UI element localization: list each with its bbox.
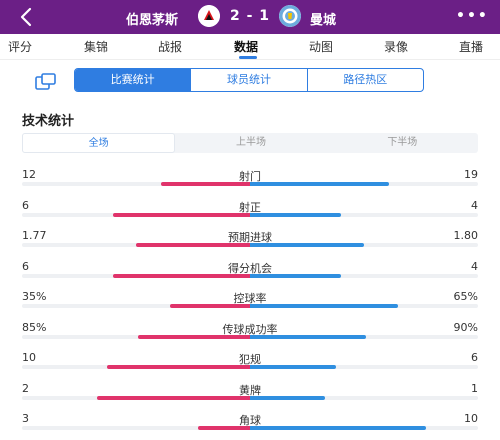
- stat-away-track: [250, 243, 478, 247]
- stat-label: 黄牌: [239, 383, 261, 397]
- subtab-match-stats[interactable]: 比赛统计: [75, 69, 192, 91]
- tab-data[interactable]: 数据: [234, 40, 259, 54]
- stat-home-value: 10: [22, 351, 36, 364]
- stat-away-bar: [250, 395, 325, 400]
- tab-live[interactable]: 直播: [459, 40, 484, 54]
- stat-away-value: 1: [471, 381, 478, 395]
- stat-away-value: 4: [471, 259, 478, 273]
- stat-home-track: [22, 212, 250, 217]
- section-title: 技术统计: [22, 114, 75, 129]
- period-selector: 全场 上半场 下半场: [22, 133, 478, 153]
- subtab-player-stats[interactable]: 球员统计: [191, 69, 308, 91]
- stat-away-track: [250, 304, 478, 308]
- stat-away-value: 4: [471, 198, 478, 212]
- period-full[interactable]: 全场: [22, 133, 176, 153]
- tab-report[interactable]: 战报: [158, 40, 183, 54]
- tab-highlights[interactable]: 集锦: [84, 40, 109, 54]
- active-tab-indicator: [239, 56, 257, 59]
- stat-away-value: 19: [464, 168, 478, 181]
- stat-row: 6 射正 4: [22, 199, 478, 229]
- stat-home-track: [22, 273, 250, 278]
- stat-row: 10 犯规 6: [22, 351, 478, 381]
- stat-row: 3 角球 10: [22, 412, 478, 440]
- stat-home-bar: [107, 365, 250, 369]
- stat-home-value: 6: [22, 259, 29, 273]
- stat-away-bar: [250, 273, 341, 278]
- match-header: 伯恩茅斯 2 - 1 曼城 •••: [0, 0, 500, 34]
- stat-home-bar: [170, 304, 250, 308]
- stat-away-value: 90%: [453, 320, 478, 334]
- home-team-name[interactable]: 伯恩茅斯: [126, 13, 179, 28]
- stat-home-track: [22, 182, 250, 186]
- stat-home-track: [22, 334, 250, 339]
- stat-away-value: 1.80: [453, 229, 479, 242]
- stat-away-track: [250, 273, 478, 278]
- stat-home-track: [22, 243, 250, 247]
- stat-home-bar: [113, 212, 250, 217]
- match-tabs: 评分 集锦 战报 数据 动图 录像 直播: [0, 34, 500, 60]
- stat-label: 预期进球: [228, 231, 272, 244]
- stat-home-bar: [138, 334, 250, 339]
- stat-away-value: 10: [464, 412, 478, 425]
- stat-home-track: [22, 365, 250, 369]
- man-city-badge-icon[interactable]: [279, 5, 301, 27]
- stat-away-track: [250, 365, 478, 369]
- stat-label: 传球成功率: [222, 322, 278, 336]
- stat-label: 犯规: [239, 353, 261, 366]
- stat-label: 射正: [239, 200, 261, 214]
- stat-home-bar: [136, 243, 250, 247]
- stat-away-bar: [250, 426, 426, 430]
- stat-away-track: [250, 395, 478, 400]
- stat-label: 角球: [239, 414, 261, 427]
- stat-label: 得分机会: [228, 261, 272, 275]
- stat-away-track: [250, 334, 478, 339]
- stat-home-bar: [198, 426, 250, 430]
- stat-home-value: 2: [22, 381, 29, 395]
- stat-home-value: 6: [22, 198, 29, 212]
- tab-gifs[interactable]: 动图: [309, 40, 334, 54]
- stat-away-track: [250, 212, 478, 217]
- stat-away-bar: [250, 365, 336, 369]
- stat-home-value: 1.77: [22, 229, 47, 242]
- more-menu-icon[interactable]: •••: [456, 8, 489, 24]
- stat-away-value: 6: [471, 351, 478, 364]
- subtab-heatmap[interactable]: 路径热区: [343, 73, 388, 86]
- back-arrow-icon[interactable]: [16, 6, 38, 28]
- stats-type-segment: 比赛统计 球员统计 路径热区: [74, 68, 424, 92]
- stat-away-bar: [250, 334, 366, 339]
- stat-home-bar: [97, 395, 250, 400]
- tab-rating[interactable]: 评分: [8, 40, 33, 54]
- period-first-half[interactable]: 上半场: [235, 137, 266, 148]
- stat-away-track: [250, 182, 478, 186]
- stat-label: 射门: [239, 170, 261, 183]
- stat-row: 12 射门 19: [22, 168, 478, 198]
- stat-home-value: 3: [22, 412, 29, 425]
- stat-away-value: 65%: [453, 290, 478, 303]
- away-team-name[interactable]: 曼城: [310, 13, 337, 28]
- stat-home-value: 85%: [22, 320, 47, 334]
- tab-replay[interactable]: 录像: [384, 40, 409, 54]
- stat-away-bar: [250, 243, 364, 247]
- stat-home-value: 12: [22, 168, 36, 181]
- stat-row: 35% 控球率 65%: [22, 290, 478, 320]
- share-screenshot-icon[interactable]: [34, 72, 58, 92]
- stat-away-track: [250, 426, 478, 430]
- match-score: 2 - 1: [229, 8, 271, 24]
- stat-home-bar: [161, 182, 250, 186]
- period-second-half[interactable]: 下半场: [387, 137, 418, 148]
- stat-row: 85% 传球成功率 90%: [22, 321, 478, 351]
- stat-home-bar: [113, 273, 250, 278]
- stat-home-value: 35%: [22, 290, 47, 303]
- stat-home-track: [22, 426, 250, 430]
- stat-row: 6 得分机会 4: [22, 260, 478, 290]
- stat-home-track: [22, 395, 250, 400]
- stat-home-track: [22, 304, 250, 308]
- bournemouth-badge-icon[interactable]: [198, 5, 220, 27]
- stat-away-bar: [250, 212, 341, 217]
- stat-away-bar: [250, 304, 398, 308]
- stat-label: 控球率: [233, 292, 267, 305]
- stat-away-bar: [250, 182, 389, 186]
- stat-row: 2 黄牌 1: [22, 382, 478, 412]
- stat-row: 1.77 预期进球 1.80: [22, 229, 478, 259]
